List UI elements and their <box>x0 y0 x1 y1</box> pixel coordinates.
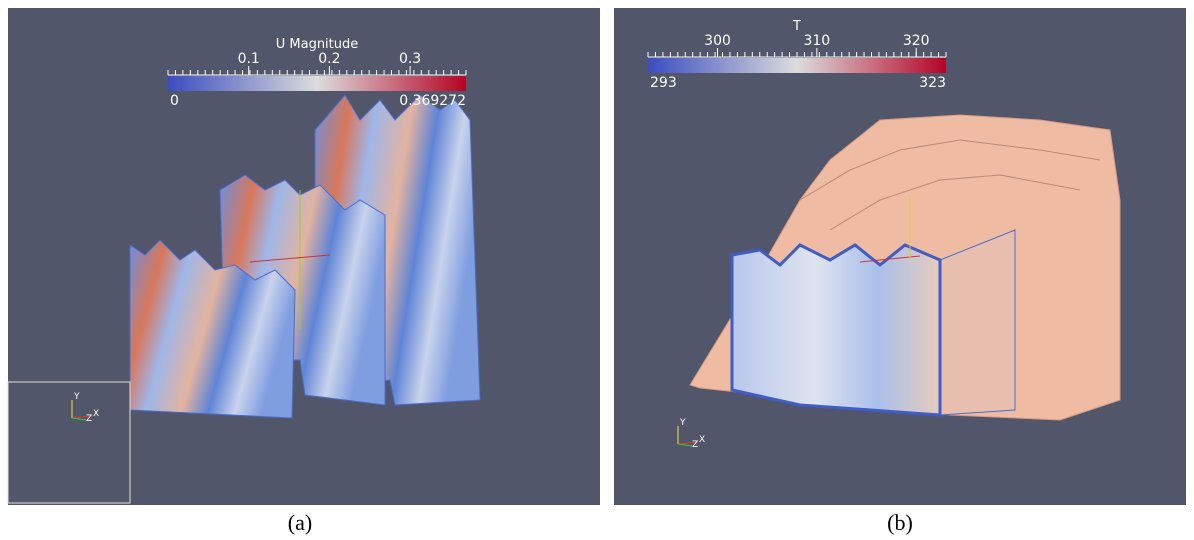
colorbar-max-label: 323 <box>919 75 946 91</box>
colorbar-title: U Magnitude <box>276 37 359 52</box>
orientation-box <box>7 381 131 504</box>
axis-x <box>71 415 93 419</box>
colorbar-tick-label: 0.1 <box>238 51 260 67</box>
axis-z-label: Z <box>692 440 698 450</box>
colorbar-min-label: 293 <box>650 75 677 91</box>
axis-z <box>677 443 693 447</box>
colorbar-tick-label: 320 <box>903 33 930 49</box>
colorbar-tick-label: 310 <box>803 33 830 49</box>
axis-y-label: Y <box>73 392 80 402</box>
surface-fold <box>829 174 1081 231</box>
velocity-sheet <box>129 239 296 419</box>
center-axis <box>249 254 331 263</box>
colorbar-min-label: 0 <box>170 93 179 109</box>
axis-y-label: Y <box>679 418 686 428</box>
colorbar-tick-label: 300 <box>704 33 731 49</box>
axis-z <box>71 417 87 421</box>
axis-x-label: X <box>93 409 99 419</box>
surface-fold <box>799 139 1101 201</box>
axis-x-label: X <box>699 435 705 445</box>
colorbar-tick-label: 0.3 <box>399 51 421 67</box>
colorbar <box>648 58 946 73</box>
axis-x <box>677 441 699 445</box>
colorbar-max-label: 0.369272 <box>399 93 466 109</box>
temperature-side <box>939 229 1016 416</box>
caption: (a) <box>288 510 312 535</box>
axis-z-label: Z <box>86 414 92 424</box>
colorbar-title: T <box>792 19 801 34</box>
caption: (b) <box>887 510 913 535</box>
colorbar <box>168 76 466 91</box>
colorbar-tick-label: 0.2 <box>318 51 340 67</box>
temperature-face <box>730 243 942 417</box>
